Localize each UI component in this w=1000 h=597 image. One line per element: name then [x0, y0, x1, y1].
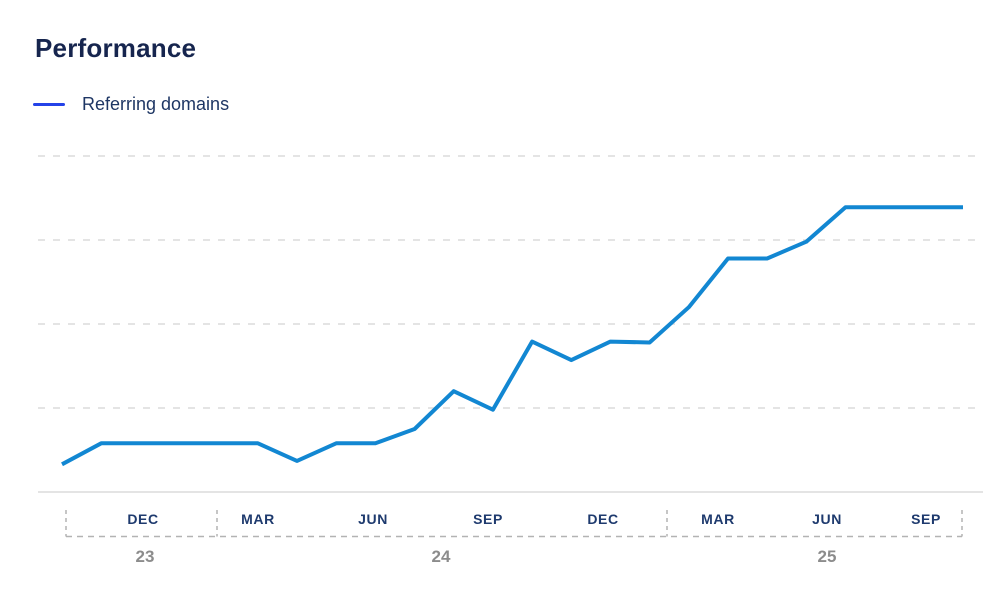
legend-line-swatch-icon — [33, 103, 65, 106]
referring-domains-line[interactable] — [61, 205, 963, 467]
widget-title: Performance — [35, 33, 197, 63]
legend-item-referring-domains[interactable]: Referring domains — [33, 94, 229, 115]
legend-label: Referring domains — [82, 94, 230, 114]
